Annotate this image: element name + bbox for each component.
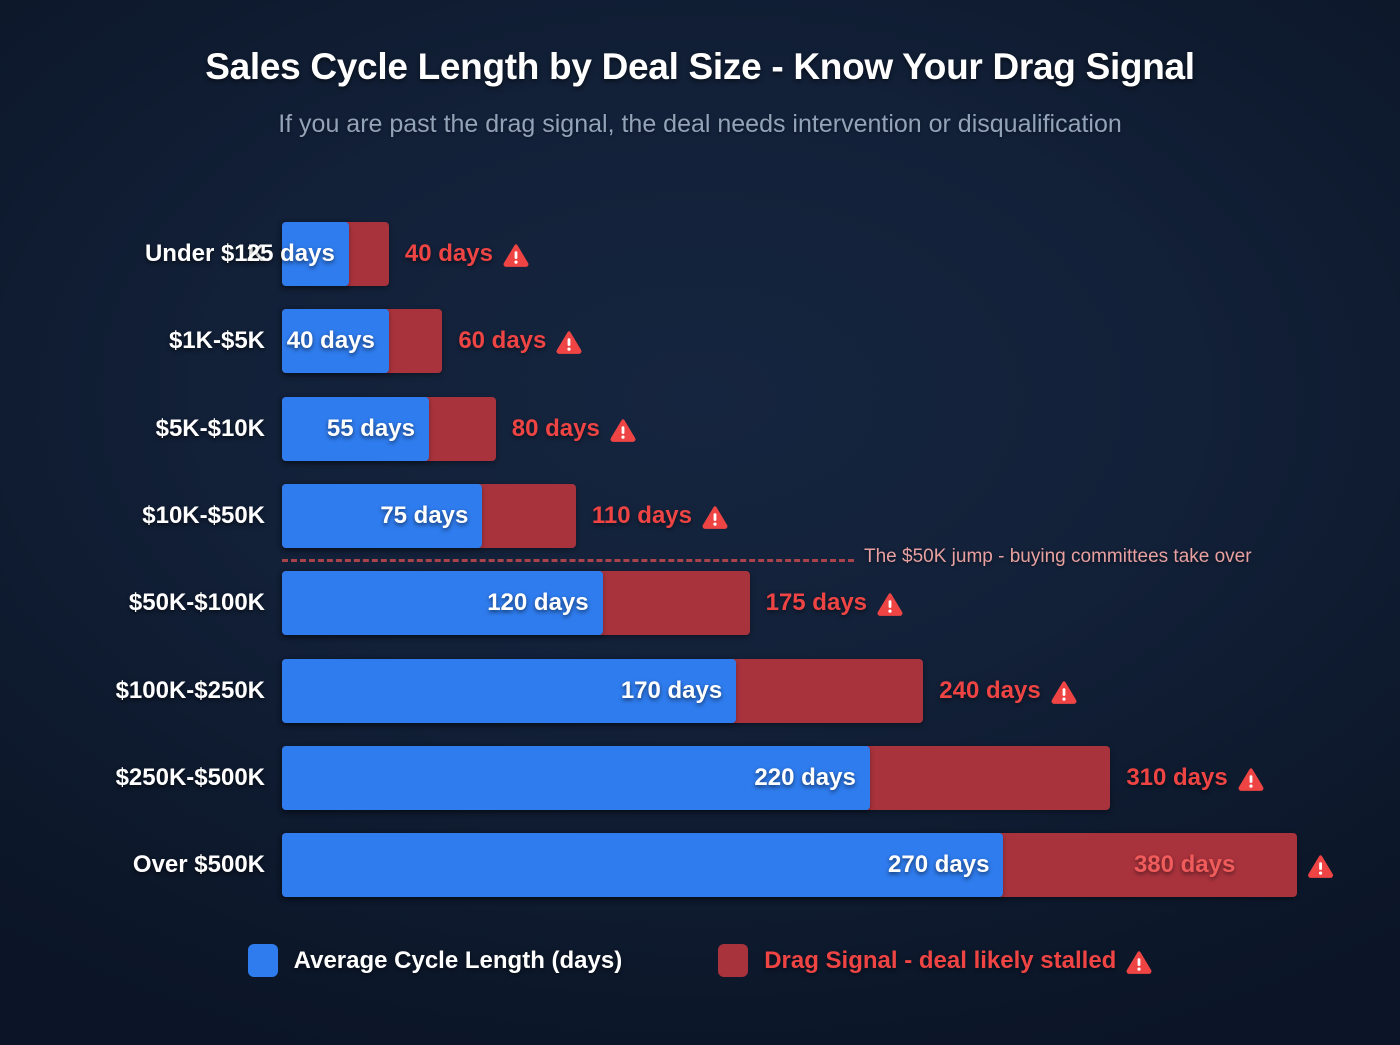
bar-value-label: 55 days [326, 414, 415, 442]
chart-subtitle: If you are past the drag signal, the dea… [278, 110, 1122, 138]
annotation-label: The $50K jump - buying committees take o… [864, 545, 1252, 567]
bar-track [282, 833, 1298, 898]
warning-triangle-icon [1238, 767, 1264, 791]
drag-signal-label: 60 days [458, 309, 582, 373]
bar-track [282, 745, 1111, 810]
legend-label-average: Average Cycle Length (days) [294, 947, 623, 975]
bar-segment-average[interactable] [282, 833, 1004, 898]
drag-signal-label: 110 days [592, 484, 728, 548]
drag-signal-label-text: 110 days [591, 501, 692, 529]
bar-row: Over $500K 270 days 380 days [0, 833, 1400, 898]
bar-segment-average[interactable] [282, 745, 870, 810]
bar-segment-average[interactable] [282, 658, 737, 723]
bar-segment-average[interactable] [282, 483, 483, 548]
bar-track [282, 571, 750, 636]
drag-signal-label-text: 60 days [458, 327, 547, 355]
warning-triangle-icon [1126, 950, 1152, 974]
drag-signal-label-text: 380 days [1133, 851, 1236, 879]
bar-value-label: 270 days [888, 851, 990, 879]
drag-signal-label: 380 days [1133, 833, 1333, 897]
drag-signal-label-text: 80 days [511, 414, 600, 442]
warning-triangle-icon [702, 505, 728, 529]
bar-track [282, 658, 924, 723]
warning-triangle-icon [503, 243, 529, 267]
drag-signal-label-text: 175 days [765, 589, 868, 617]
bar-value-label: 40 days [286, 327, 375, 355]
bar-row: $100K-$250K 170 days 240 days [0, 658, 1400, 723]
legend-item-drag-signal[interactable]: Drag Signal - deal likely stalled [718, 944, 1152, 977]
warning-triangle-icon [1307, 854, 1333, 878]
warning-triangle-icon [1051, 680, 1077, 704]
category-label: Under $1K [144, 240, 265, 267]
legend-swatch-average [247, 944, 278, 977]
legend-label-average-text: Average Cycle Length (days) [293, 946, 623, 974]
warning-triangle-icon [556, 330, 582, 355]
bar-track [282, 309, 443, 374]
drag-signal-label-text: 40 days [404, 240, 493, 267]
legend-item-average[interactable]: Average Cycle Length (days) [247, 944, 623, 977]
drag-signal-label-text: 310 days [1126, 763, 1228, 791]
bar-row: Under $1K 25 days 40 days [0, 222, 1400, 286]
category-label: $50K-$100K [128, 589, 265, 617]
warning-triangle-icon [877, 592, 903, 617]
drag-signal-label: 240 days [939, 659, 1077, 723]
bar-value-label: 120 days [487, 589, 589, 617]
bar-row: $5K-$10K 55 days 80 days [0, 396, 1400, 461]
drag-signal-label: 310 days [1126, 746, 1264, 810]
bar-value-label: 220 days [754, 763, 856, 791]
drag-signal-label-text: 240 days [939, 676, 1041, 704]
bar-row: $10K-$50K 75 days 110 days [0, 483, 1400, 548]
warning-triangle-icon [610, 418, 636, 442]
category-label: $5K-$10K [155, 414, 265, 442]
chart-title: Sales Cycle Length by Deal Size - Know Y… [205, 46, 1195, 87]
drag-signal-label: 80 days [512, 397, 636, 461]
legend-label-drag-signal-text: Drag Signal - deal likely stalled [764, 946, 1117, 974]
bar-track [282, 222, 389, 286]
annotation-divider-line [282, 558, 854, 562]
bar-value-label: 170 days [620, 676, 723, 704]
bar-track [282, 483, 576, 548]
bar-track [282, 396, 496, 461]
chart-legend: Average Cycle Length (days) Drag Signal … [0, 944, 1400, 977]
drag-signal-label: 40 days [405, 222, 529, 286]
category-label: $100K-$250K [115, 676, 265, 704]
bar-segment-average[interactable] [282, 396, 429, 461]
bar-segment-average[interactable] [282, 571, 603, 636]
legend-swatch-drag-signal [718, 944, 749, 977]
category-label: $250K-$500K [115, 763, 265, 791]
category-label: Over $500K [132, 851, 265, 879]
bar-row: $1K-$5K 40 days 60 days [0, 309, 1400, 374]
bar-segment-average[interactable] [282, 309, 389, 374]
drag-signal-label: 175 days [766, 571, 903, 635]
legend-label-drag-signal: Drag Signal - deal likely stalled [764, 947, 1152, 975]
bar-value-label: 25 days [246, 240, 335, 267]
bar-row: $250K-$500K 220 days 310 days [0, 745, 1400, 810]
bar-row: $50K-$100K 120 days 175 days [0, 571, 1400, 636]
bar-value-label: 75 days [380, 501, 469, 529]
category-label: $1K-$5K [168, 327, 265, 355]
bar-segment-average[interactable] [282, 222, 349, 286]
category-label: $10K-$50K [142, 501, 265, 529]
